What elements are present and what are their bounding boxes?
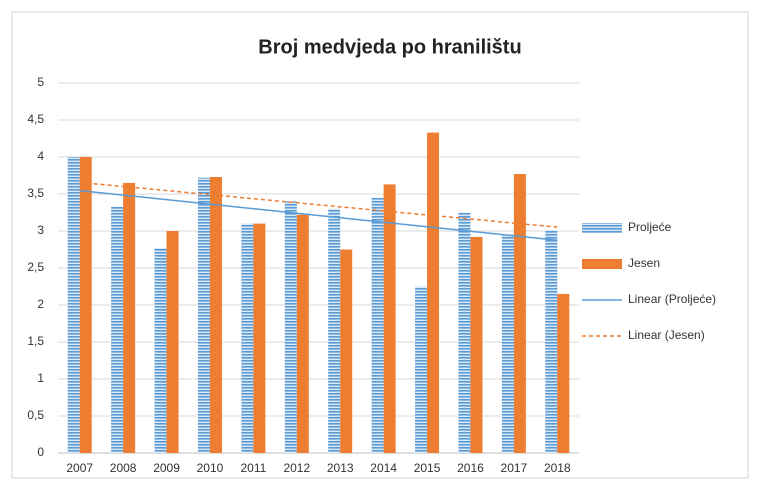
bar: [296, 214, 309, 453]
y-tick-label: 0: [37, 445, 44, 459]
bar: [166, 231, 179, 453]
bar: [241, 223, 254, 453]
x-tick-label: 2017: [501, 461, 528, 475]
x-tick-label: 2012: [283, 461, 310, 475]
x-tick-label: 2011: [240, 461, 266, 475]
bar: [197, 177, 210, 453]
bar: [383, 184, 396, 453]
bar: [340, 249, 353, 453]
bar: [79, 157, 92, 453]
bar: [470, 236, 483, 453]
bar: [458, 212, 471, 453]
bar: [67, 157, 80, 453]
y-tick-label: 2,5: [27, 260, 44, 274]
legend-label: Jesen: [628, 256, 660, 270]
bar: [545, 231, 558, 453]
legend-label: Proljeće: [628, 220, 672, 234]
bar: [415, 286, 428, 453]
y-tick-label: 4: [37, 149, 44, 163]
bar: [154, 248, 167, 453]
x-tick-label: 2013: [327, 461, 354, 475]
x-tick-label: 2009: [153, 461, 180, 475]
x-tick-label: 2008: [110, 461, 137, 475]
bar: [209, 176, 222, 454]
y-tick-label: 2: [37, 297, 44, 311]
bar: [501, 234, 514, 453]
y-tick-label: 1: [37, 371, 44, 385]
bar: [123, 182, 136, 453]
bar: [513, 174, 526, 453]
trend-line: [79, 189, 558, 242]
bar: [284, 201, 297, 453]
y-tick-label: 3: [37, 223, 44, 237]
bar: [253, 223, 266, 453]
x-tick-label: 2014: [370, 461, 397, 475]
y-tick-label: 4,5: [27, 112, 44, 126]
legend-label: Linear (Proljeće): [628, 292, 716, 306]
y-tick-label: 1,5: [27, 334, 44, 348]
y-tick-label: 0,5: [27, 408, 44, 422]
x-tick-label: 2010: [197, 461, 224, 475]
bar: [557, 293, 570, 453]
x-tick-label: 2015: [414, 461, 441, 475]
x-tick-label: 2018: [544, 461, 571, 475]
bar: [328, 208, 341, 453]
chart-title: Broj medvjeda po hranilištu: [258, 36, 521, 58]
y-tick-label: 3,5: [27, 186, 44, 200]
legend-label: Linear (Jesen): [628, 328, 705, 342]
trend-line: [79, 181, 558, 228]
bar: [111, 206, 124, 453]
bar: [371, 197, 384, 453]
legend-swatch: [582, 223, 622, 233]
x-tick-label: 2016: [457, 461, 484, 475]
y-tick-label: 5: [37, 75, 44, 89]
legend-swatch: [582, 259, 622, 269]
bar: [427, 132, 440, 453]
x-tick-label: 2007: [66, 461, 93, 475]
